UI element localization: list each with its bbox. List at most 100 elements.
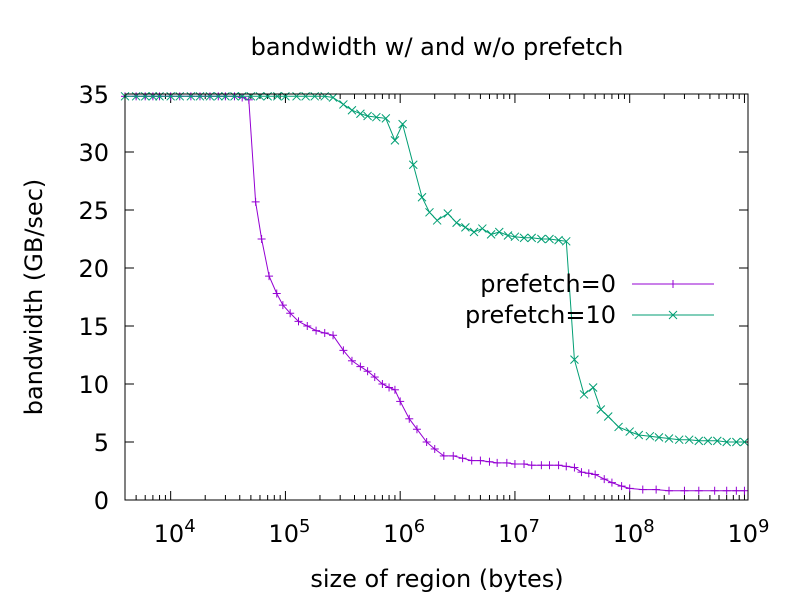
data-point-series-1 bbox=[390, 385, 399, 394]
data-point-series-1 bbox=[664, 486, 673, 495]
data-point-series-2 bbox=[588, 383, 598, 392]
data-point-series-2 bbox=[527, 233, 537, 243]
data-point-series-1 bbox=[485, 457, 494, 466]
data-point-series-2 bbox=[469, 227, 479, 237]
x-tick-label: 106 bbox=[383, 516, 425, 548]
data-point-series-1 bbox=[607, 478, 616, 487]
data-point-series-2 bbox=[570, 355, 579, 364]
data-point-series-2 bbox=[494, 227, 504, 237]
data-point-series-2 bbox=[347, 105, 357, 115]
y-tick-label: 5 bbox=[94, 429, 109, 457]
data-point-series-1 bbox=[520, 460, 529, 469]
y-tick-label: 25 bbox=[78, 197, 109, 225]
series-line-1 bbox=[125, 95, 745, 492]
data-point-series-2 bbox=[417, 192, 427, 202]
data-point-series-1 bbox=[722, 486, 731, 495]
data-point-series-2 bbox=[712, 436, 722, 446]
data-point-series-1 bbox=[732, 486, 741, 495]
y-tick-label: 20 bbox=[78, 255, 109, 283]
y-axis-label: bandwidth (GB/sec) bbox=[20, 179, 48, 416]
data-point-series-1 bbox=[312, 326, 321, 335]
data-point-series-2 bbox=[603, 412, 613, 421]
y-tick-label: 30 bbox=[78, 139, 109, 167]
data-point-series-2 bbox=[328, 93, 338, 102]
data-point-series-2 bbox=[477, 224, 487, 233]
data-point-series-2 bbox=[625, 427, 635, 436]
data-point-series-1 bbox=[467, 456, 476, 465]
data-point-series-2 bbox=[664, 434, 674, 443]
data-point-series-2 bbox=[614, 422, 623, 432]
data-point-series-1 bbox=[329, 331, 338, 340]
data-point-series-2 bbox=[596, 405, 606, 414]
data-point-series-1 bbox=[680, 486, 689, 495]
data-point-series-1 bbox=[694, 486, 703, 495]
plot-border bbox=[124, 93, 749, 501]
data-point-series-2 bbox=[408, 160, 418, 170]
data-point-series-2 bbox=[732, 437, 741, 447]
data-point-series-2 bbox=[356, 109, 365, 119]
data-point-series-1 bbox=[378, 380, 387, 388]
data-point-series-1 bbox=[652, 485, 661, 494]
y-tick-label: 10 bbox=[78, 371, 109, 399]
series-layer bbox=[120, 91, 749, 495]
data-point-series-1 bbox=[617, 482, 626, 491]
data-point-series-1 bbox=[370, 373, 379, 382]
data-point-series-2 bbox=[486, 230, 496, 239]
data-point-series-2 bbox=[510, 232, 520, 242]
data-point-series-1 bbox=[272, 289, 281, 298]
data-point-series-2 bbox=[634, 430, 644, 440]
data-point-series-1 bbox=[527, 461, 536, 470]
y-tick-label: 15 bbox=[78, 313, 109, 341]
data-point-series-1 bbox=[278, 301, 287, 310]
x-tick-label: 105 bbox=[268, 516, 310, 548]
data-point-series-1 bbox=[339, 346, 348, 355]
legend-marker bbox=[668, 310, 678, 320]
data-point-series-1 bbox=[577, 468, 586, 477]
data-point-series-2 bbox=[503, 231, 513, 240]
data-point-series-2 bbox=[390, 136, 400, 145]
data-point-series-1 bbox=[439, 451, 448, 460]
data-point-series-2 bbox=[703, 436, 713, 446]
data-point-series-2 bbox=[561, 236, 571, 246]
data-point-series-1 bbox=[476, 456, 485, 465]
data-point-series-1 bbox=[458, 454, 467, 463]
data-point-series-1 bbox=[584, 469, 593, 478]
data-point-series-1 bbox=[430, 444, 439, 453]
legend: prefetch=0 prefetch=10 bbox=[465, 270, 714, 329]
data-point-series-2 bbox=[398, 119, 407, 129]
data-point-series-2 bbox=[452, 218, 461, 228]
legend-label: prefetch=10 bbox=[465, 301, 616, 329]
data-point-series-1 bbox=[740, 486, 749, 495]
x-tick-label: 107 bbox=[498, 516, 540, 548]
series-line-2 bbox=[125, 95, 745, 443]
data-point-series-1 bbox=[545, 461, 554, 470]
data-point-series-1 bbox=[405, 414, 414, 423]
data-point-series-1 bbox=[502, 458, 511, 467]
data-point-series-2 bbox=[645, 431, 655, 441]
data-point-series-1 bbox=[562, 462, 571, 471]
data-point-series-2 bbox=[381, 114, 391, 123]
data-point-series-2 bbox=[554, 235, 563, 245]
x-tick-label: 109 bbox=[727, 516, 769, 548]
data-point-series-2 bbox=[425, 207, 434, 217]
data-point-series-1 bbox=[347, 356, 356, 365]
legend-marker bbox=[669, 280, 677, 288]
data-point-series-1 bbox=[286, 309, 295, 318]
data-point-series-2 bbox=[579, 390, 589, 399]
data-point-series-2 bbox=[654, 433, 664, 442]
data-point-series-1 bbox=[356, 362, 365, 371]
data-point-series-2 bbox=[740, 437, 749, 447]
x-tick-label: 108 bbox=[613, 516, 655, 548]
data-point-series-2 bbox=[372, 112, 381, 122]
data-point-series-2 bbox=[461, 223, 470, 232]
data-point-series-1 bbox=[251, 197, 260, 206]
data-point-series-2 bbox=[545, 234, 554, 244]
data-point-series-1 bbox=[303, 322, 312, 330]
data-point-series-2 bbox=[722, 437, 732, 447]
legend-label: prefetch=0 bbox=[480, 270, 616, 298]
data-point-series-1 bbox=[320, 328, 329, 337]
data-point-series-1 bbox=[710, 486, 719, 495]
data-point-series-1 bbox=[591, 470, 600, 479]
data-point-series-2 bbox=[363, 111, 372, 121]
data-point-series-1 bbox=[449, 451, 458, 460]
